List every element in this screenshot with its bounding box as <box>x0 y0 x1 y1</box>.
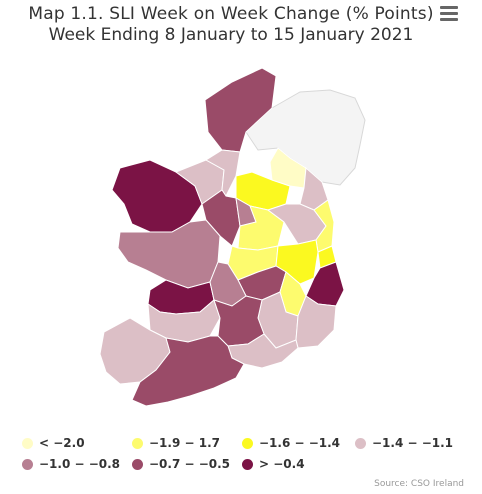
source-credit: Source: CSO Ireland <box>374 479 464 489</box>
legend-label-6: −0.7 − −0.5 <box>149 457 231 471</box>
map-legend: < −2.0 −1.9 − 1.7 −1.6 − −1.4 −1.4 − −1.… <box>20 434 470 474</box>
map-title-line2: Week Ending 8 January to 15 January 2021 <box>48 25 414 45</box>
map-title-line1: Map 1.1. SLI Week on Week Change (% Poin… <box>28 4 434 24</box>
region-monaghan[interactable] <box>269 147 307 189</box>
region-leitrim[interactable] <box>205 149 241 197</box>
legend-label-4: −1.4 − −1.1 <box>372 436 454 450</box>
legend-swatch-6 <box>132 458 143 470</box>
legend-label-1: < −2.0 <box>39 436 85 450</box>
ireland-map <box>99 67 366 407</box>
legend-item-4[interactable]: −1.4 − −1.1 <box>355 436 453 450</box>
hamburger-menu-icon-bar3 <box>440 18 458 21</box>
legend-swatch-2 <box>132 437 143 449</box>
legend-swatch-7 <box>242 458 253 470</box>
legend-item-7[interactable]: > −0.4 <box>242 457 305 471</box>
legend-item-3[interactable]: −1.6 − −1.4 <box>242 436 340 450</box>
legend-item-1[interactable]: < −2.0 <box>22 436 85 450</box>
hamburger-menu-icon-bar2 <box>440 12 458 15</box>
legend-swatch-4 <box>355 437 366 449</box>
region-cork[interactable] <box>131 335 245 407</box>
legend-swatch-3 <box>242 437 253 449</box>
chart-menu-button[interactable] <box>440 6 458 22</box>
map-title: Map 1.1. SLI Week on Week Change (% Poin… <box>0 4 462 46</box>
legend-label-3: −1.6 − −1.4 <box>259 436 341 450</box>
region-donegal[interactable] <box>204 67 277 153</box>
legend-label-7: > −0.4 <box>259 457 305 471</box>
legend-swatch-1 <box>22 437 33 449</box>
hamburger-menu-icon <box>440 6 458 9</box>
legend-item-6[interactable]: −0.7 − −0.5 <box>132 457 230 471</box>
legend-item-5[interactable]: −1.0 − −0.8 <box>22 457 120 471</box>
legend-label-2: −1.9 − 1.7 <box>149 436 220 450</box>
legend-swatch-5 <box>22 458 33 470</box>
region-northern-ireland[interactable] <box>245 89 366 186</box>
legend-item-2[interactable]: −1.9 − 1.7 <box>132 436 220 450</box>
legend-label-5: −1.0 − −0.8 <box>39 457 121 471</box>
